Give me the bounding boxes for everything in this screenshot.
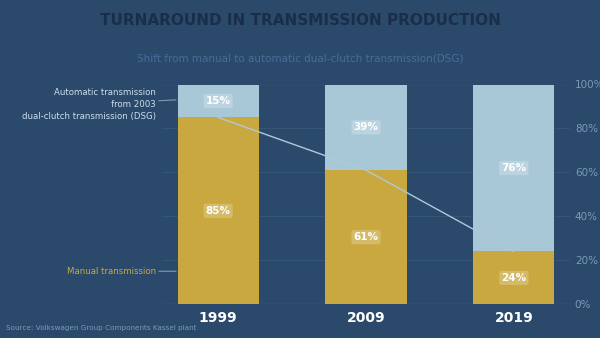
Bar bbox=[178, 117, 259, 304]
Text: 85%: 85% bbox=[206, 206, 230, 216]
Bar bbox=[178, 84, 259, 117]
Bar bbox=[325, 84, 407, 170]
Text: 76%: 76% bbox=[501, 163, 526, 173]
Bar bbox=[473, 251, 554, 304]
Text: 61%: 61% bbox=[353, 232, 379, 242]
Text: 24%: 24% bbox=[501, 273, 526, 283]
Text: 15%: 15% bbox=[206, 96, 230, 106]
Bar bbox=[325, 170, 407, 304]
Text: 39%: 39% bbox=[353, 122, 379, 132]
Text: Shift from manual to automatic dual-clutch transmission(DSG): Shift from manual to automatic dual-clut… bbox=[137, 53, 463, 63]
Bar bbox=[473, 84, 554, 251]
Text: Manual transmission: Manual transmission bbox=[67, 267, 176, 276]
Text: TURNAROUND IN TRANSMISSION PRODUCTION: TURNAROUND IN TRANSMISSION PRODUCTION bbox=[100, 13, 500, 28]
Text: Automatic transmission
from 2003
dual-clutch transmission (DSG): Automatic transmission from 2003 dual-cl… bbox=[22, 88, 176, 121]
Text: Source: Volkswagen Group Components Kassel plant: Source: Volkswagen Group Components Kass… bbox=[6, 325, 197, 331]
